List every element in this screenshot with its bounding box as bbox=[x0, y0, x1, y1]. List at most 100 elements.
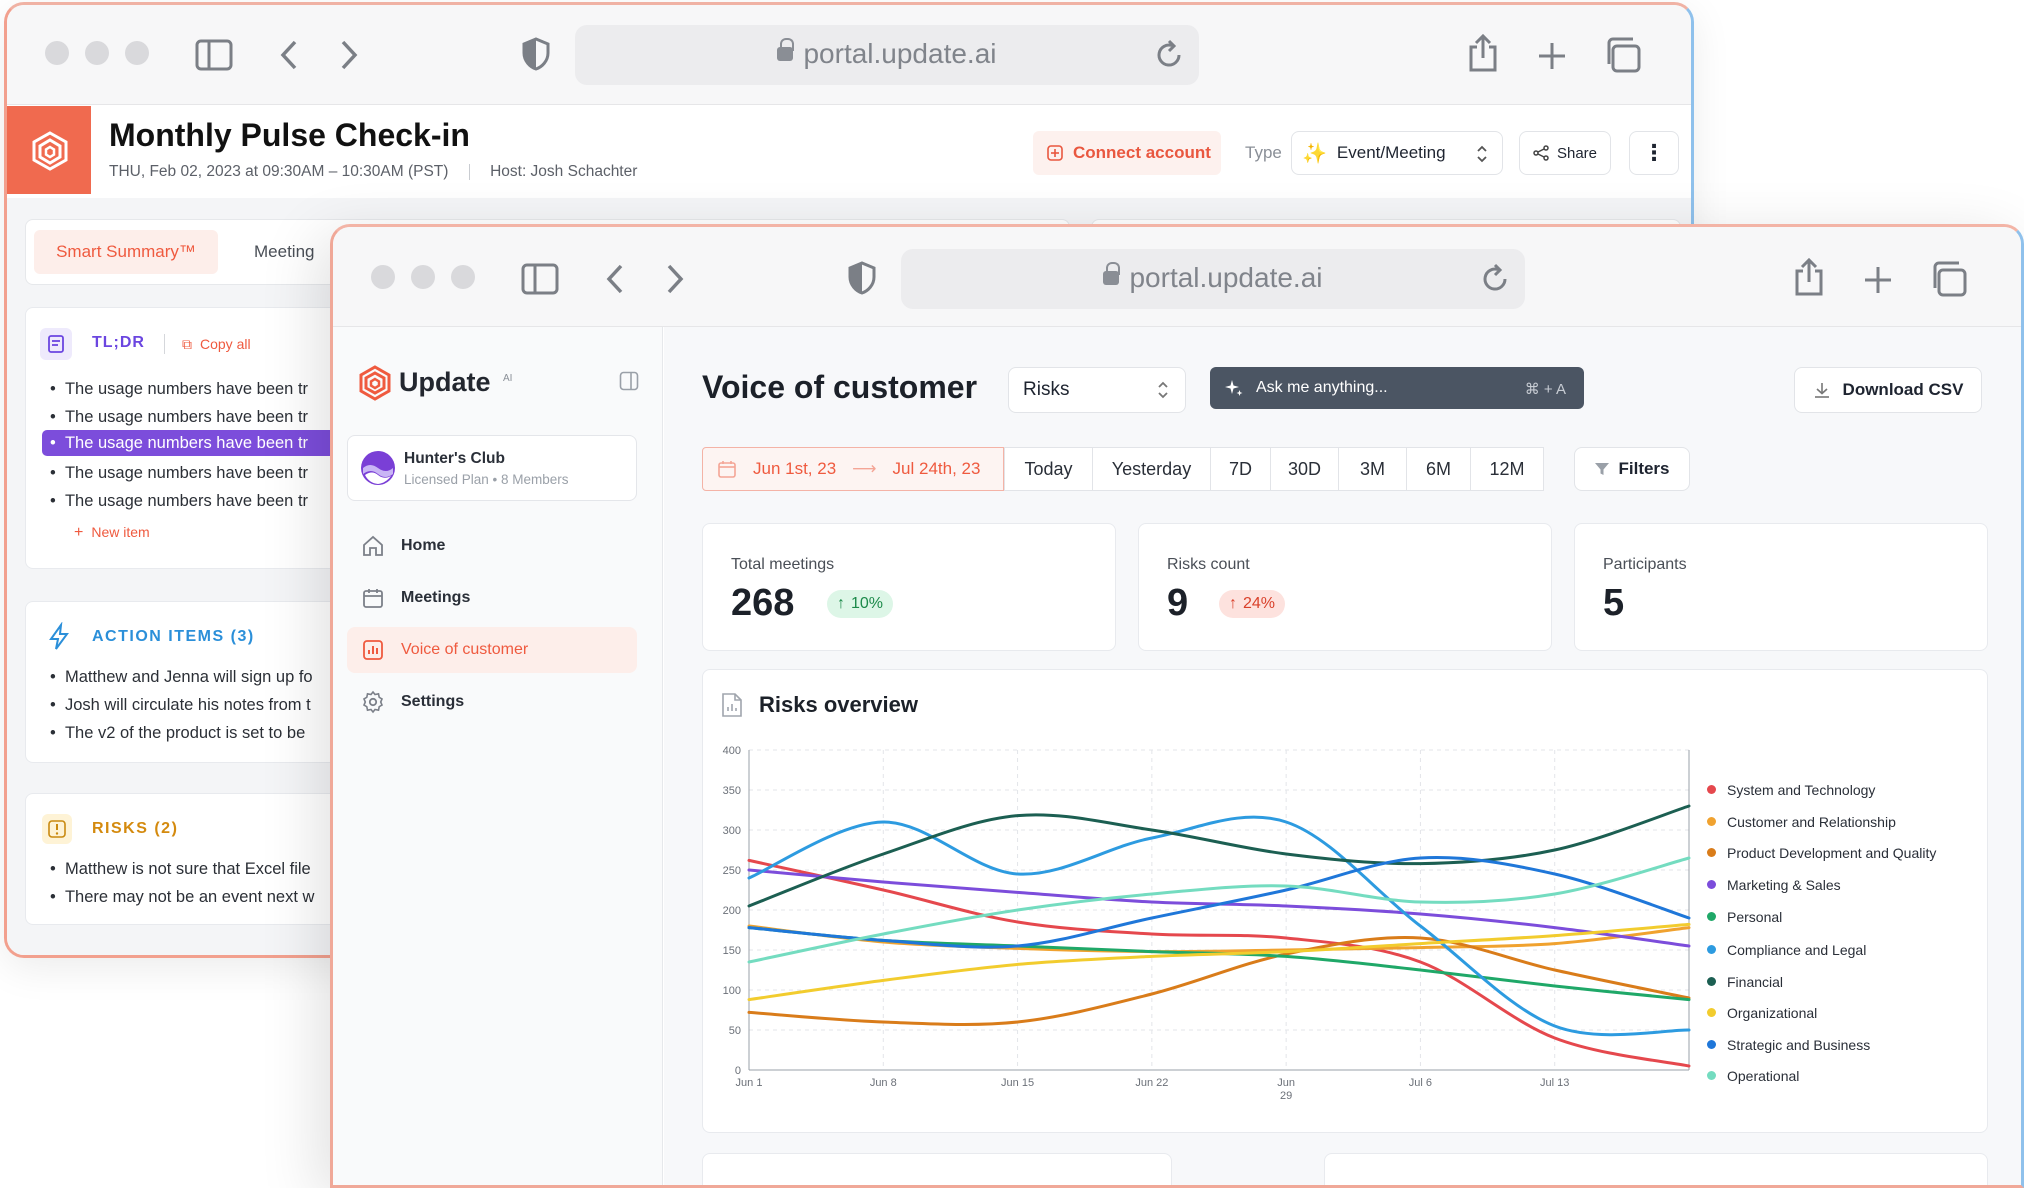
window-minimize-dot[interactable] bbox=[85, 41, 109, 65]
window-close-dot[interactable] bbox=[45, 41, 69, 65]
app-logo-tile[interactable] bbox=[7, 106, 91, 194]
y-tick-label: 150 bbox=[723, 945, 741, 957]
list-item-selected[interactable]: • The usage numbers have been tr bbox=[42, 430, 356, 456]
sidebar: Update AI Hunter's Club Licensed Plan • … bbox=[333, 327, 663, 1185]
logo-sup: AI bbox=[503, 373, 513, 384]
legend-item[interactable]: Operational bbox=[1707, 1068, 1799, 1084]
legend-item[interactable]: Personal bbox=[1707, 909, 1782, 925]
nav-meetings[interactable]: Meetings bbox=[347, 575, 637, 621]
url-bar[interactable]: portal.update.ai bbox=[575, 25, 1199, 85]
sidebar-toggle-icon[interactable] bbox=[195, 39, 233, 71]
back-arrow-icon[interactable] bbox=[605, 263, 625, 295]
window-zoom-dot[interactable] bbox=[451, 265, 475, 289]
filter-icon bbox=[1595, 463, 1610, 475]
window-close-dot[interactable] bbox=[371, 265, 395, 289]
range-7d[interactable]: 7D bbox=[1211, 448, 1271, 490]
legend-item[interactable]: Marketing & Sales bbox=[1707, 877, 1841, 893]
risks-overview-card: Risks overview 0 50 100 150 200 250 300 350 400 J… bbox=[702, 669, 1988, 1133]
date-range-picker[interactable]: Jun 1st, 23 ⟶ Jul 24th, 23 bbox=[702, 447, 1004, 491]
ask-ai-input[interactable]: Ask me anything... ⌘ + A bbox=[1210, 367, 1584, 409]
browser-toolbar: portal.update.ai bbox=[7, 5, 1691, 105]
nav-voice-of-customer[interactable]: Voice of customer bbox=[347, 627, 637, 673]
back-arrow-icon[interactable] bbox=[279, 39, 299, 71]
forward-arrow-icon[interactable] bbox=[339, 39, 359, 71]
share-icon[interactable] bbox=[1467, 33, 1499, 73]
connect-account-button[interactable]: Connect account bbox=[1033, 131, 1221, 175]
risks-line-chart[interactable]: 0 50 100 150 200 250 300 350 400 Jun 1 Jun 8 Jun 15… bbox=[703, 740, 1703, 1130]
list-item[interactable]: • Matthew and Jenna will sign up fo bbox=[50, 668, 313, 686]
nav-home[interactable]: Home bbox=[347, 523, 637, 569]
list-item[interactable]: • The usage numbers have been tr bbox=[50, 380, 309, 398]
reload-icon[interactable] bbox=[1153, 39, 1185, 71]
tldr-icon bbox=[40, 328, 72, 360]
legend-item[interactable]: Compliance and Legal bbox=[1707, 942, 1866, 958]
forward-arrow-icon[interactable] bbox=[665, 263, 685, 295]
series-line-operational bbox=[747, 856, 1691, 964]
stat-label: Total meetings bbox=[731, 556, 835, 573]
meeting-title: Monthly Pulse Check-in bbox=[109, 117, 470, 153]
share-icon[interactable] bbox=[1793, 257, 1825, 297]
range-yesterday[interactable]: Yesterday bbox=[1093, 448, 1211, 490]
arrow-up-icon: ↑ bbox=[1229, 595, 1237, 612]
workspace-plan: Licensed Plan • 8 Members bbox=[404, 472, 569, 487]
download-csv-button[interactable]: Download CSV bbox=[1794, 367, 1982, 413]
legend-swatch bbox=[1707, 1071, 1716, 1080]
new-item-button[interactable]: + New item bbox=[74, 524, 150, 542]
more-options-button[interactable]: ⋮ bbox=[1629, 131, 1679, 175]
x-tick-label: Jun 22 bbox=[1135, 1077, 1168, 1089]
range-30d[interactable]: 30D bbox=[1271, 448, 1339, 490]
tab-meeting[interactable]: Meeting bbox=[254, 242, 315, 261]
range-6m[interactable]: 6M bbox=[1407, 448, 1471, 490]
legend-swatch bbox=[1707, 912, 1716, 921]
divider bbox=[164, 334, 165, 354]
type-select[interactable]: ✨ Event/Meeting bbox=[1291, 131, 1503, 175]
tab-smart-summary[interactable]: Smart Summary™ bbox=[34, 230, 218, 274]
legend-item[interactable]: Product Development and Quality bbox=[1707, 845, 1936, 861]
legend-item[interactable]: System and Technology bbox=[1707, 782, 1875, 798]
url-bar[interactable]: portal.update.ai bbox=[901, 249, 1525, 309]
range-12m[interactable]: 12M bbox=[1489, 458, 1525, 479]
legend-item[interactable]: Organizational bbox=[1707, 1005, 1817, 1021]
range-3m[interactable]: 3M bbox=[1339, 448, 1407, 490]
shield-icon[interactable] bbox=[847, 261, 877, 295]
tabs-overview-icon[interactable] bbox=[1929, 261, 1967, 297]
reload-icon[interactable] bbox=[1479, 263, 1511, 295]
browser-toolbar: portal.update.ai bbox=[333, 227, 2021, 327]
stat-value: 9 bbox=[1167, 582, 1189, 624]
list-item[interactable]: • The usage numbers have been tr bbox=[50, 464, 309, 482]
new-item-label: New item bbox=[91, 524, 150, 540]
workspace-switcher[interactable]: Hunter's Club Licensed Plan • 8 Members bbox=[347, 435, 637, 501]
stat-value: 5 bbox=[1603, 582, 1625, 624]
nav-settings[interactable]: Settings bbox=[347, 679, 637, 725]
filters-button[interactable]: Filters bbox=[1574, 447, 1690, 491]
sidebar-toggle-icon[interactable] bbox=[521, 263, 559, 295]
front-browser-window: portal.update.ai Update AI Hunter's Club… bbox=[330, 224, 2024, 1188]
list-item[interactable]: • The usage numbers have been tr bbox=[50, 408, 309, 426]
new-tab-icon[interactable] bbox=[1863, 265, 1893, 295]
collapse-sidebar-icon[interactable] bbox=[619, 371, 639, 391]
tabs-overview-icon[interactable] bbox=[1603, 37, 1641, 73]
legend-label: Financial bbox=[1727, 974, 1784, 990]
category-select[interactable]: Risks bbox=[1008, 367, 1186, 413]
nav-voice-label: Voice of customer bbox=[401, 641, 529, 658]
window-zoom-dot[interactable] bbox=[125, 41, 149, 65]
update-logo-icon[interactable] bbox=[357, 365, 393, 401]
copy-all-button[interactable]: ⧉ Copy all bbox=[182, 336, 251, 353]
y-tick-label: 300 bbox=[723, 825, 741, 837]
list-item[interactable]: • The v2 of the product is set to be bbox=[50, 724, 306, 742]
action-items-card: ACTION ITEMS (3) • Matthew and Jenna wil… bbox=[25, 601, 355, 763]
new-tab-icon[interactable] bbox=[1537, 41, 1567, 71]
range-today[interactable]: Today bbox=[1005, 448, 1093, 490]
shield-icon[interactable] bbox=[521, 37, 551, 71]
workspace-avatar bbox=[361, 451, 395, 485]
list-item[interactable]: • Matthew is not sure that Excel file bbox=[50, 860, 311, 878]
y-tick-label: 400 bbox=[723, 745, 741, 757]
window-minimize-dot[interactable] bbox=[411, 265, 435, 289]
legend-item[interactable]: Strategic and Business bbox=[1707, 1037, 1870, 1053]
legend-item[interactable]: Financial bbox=[1707, 974, 1783, 990]
share-button[interactable]: Share bbox=[1519, 131, 1611, 175]
list-item[interactable]: • The usage numbers have been tr bbox=[50, 492, 309, 510]
list-item[interactable]: • There may not be an event next w bbox=[50, 888, 315, 906]
legend-item[interactable]: Customer and Relationship bbox=[1707, 814, 1896, 830]
list-item[interactable]: • Josh will circulate his notes from t bbox=[50, 696, 311, 714]
